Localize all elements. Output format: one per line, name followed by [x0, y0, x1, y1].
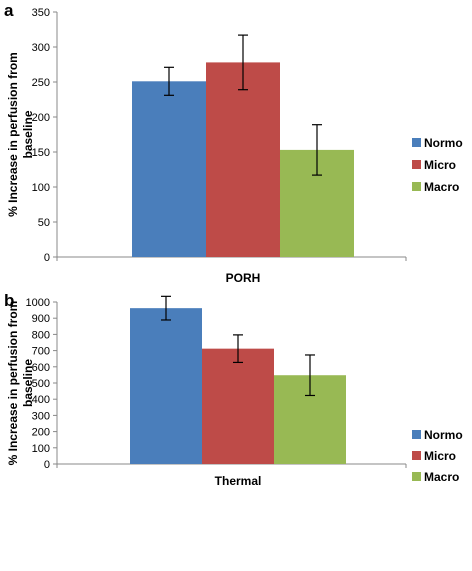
y-tick-label: 700 [32, 346, 50, 358]
bar-normo [130, 308, 202, 464]
chart-panel-a: a 0 50 100 150 200 250 300 350 PORH % Increase in … [4, 1, 463, 285]
y-tick-label: 250 [32, 77, 50, 89]
legend-label-normo: Normo [424, 428, 463, 442]
legend-label-micro: Micro [424, 158, 456, 172]
chart-panel-b: b 0 100 200 300 400 500 600 700 800 900 1000 Thermal… [4, 291, 463, 488]
legend-swatch-macro [412, 472, 421, 481]
y-tick-label: 200 [32, 427, 50, 439]
y-tick-label: 800 [32, 329, 50, 341]
y-axis-label-line: baseline [21, 110, 35, 158]
x-axis-label: Thermal [215, 474, 262, 488]
y-tick-label: 200 [32, 112, 50, 124]
y-axis-label: % Increase in perfusion frombaseline [6, 301, 35, 466]
y-tick-label: 150 [32, 147, 50, 159]
y-axis-label: % Increase in perfusion frombaseline [6, 52, 35, 217]
panel-label: b [4, 291, 14, 310]
legend-swatch-micro [412, 451, 421, 460]
legend-swatch-normo [412, 138, 421, 147]
y-axis-label-line: % Increase in perfusion from [6, 301, 20, 466]
y-tick-label: 0 [44, 459, 50, 471]
y-tick-label: 350 [32, 7, 50, 19]
y-axis-label-line: baseline [21, 359, 35, 407]
y-tick-label: 100 [32, 182, 50, 194]
legend-label-macro: Macro [424, 470, 459, 484]
panel-label: a [4, 1, 14, 20]
legend-label-normo: Normo [424, 136, 463, 150]
y-tick-label: 0 [44, 252, 50, 264]
legend-label-macro: Macro [424, 180, 459, 194]
legend-swatch-macro [412, 182, 421, 191]
y-tick-label: 1000 [26, 297, 50, 309]
bar-normo [132, 81, 206, 257]
y-tick-label: 600 [32, 362, 50, 374]
y-tick-label: 400 [32, 394, 50, 406]
y-tick-label: 300 [32, 42, 50, 54]
y-tick-label: 50 [38, 217, 50, 229]
bar-micro [202, 348, 274, 464]
legend-swatch-micro [412, 160, 421, 169]
bar-micro [206, 62, 280, 258]
y-axis-label-line: % Increase in perfusion from [6, 52, 20, 217]
y-tick-label: 300 [32, 410, 50, 422]
y-tick-label: 900 [32, 313, 50, 325]
y-tick-label: 500 [32, 378, 50, 390]
legend-label-micro: Micro [424, 449, 456, 463]
legend-swatch-normo [412, 430, 421, 439]
x-axis-label: PORH [226, 271, 261, 285]
y-tick-label: 100 [32, 443, 50, 455]
